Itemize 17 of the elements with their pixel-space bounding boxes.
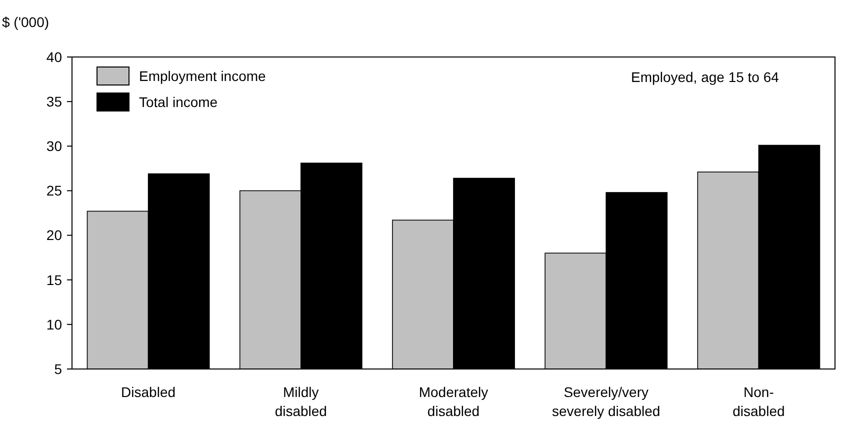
y-tick-label: 40 <box>46 48 62 65</box>
y-tick-label: 35 <box>46 93 62 110</box>
y-tick-label: 30 <box>46 138 62 154</box>
x-tick-label: Non-disabled <box>732 384 785 419</box>
x-tick-label: Disabled <box>121 384 176 400</box>
y-tick-label: 10 <box>46 316 62 332</box>
y-tick-label: 15 <box>46 272 62 288</box>
x-tick-label: Mildly disabled <box>274 384 327 419</box>
y-tick-label: 25 <box>46 182 62 199</box>
y-tick-label: 20 <box>46 227 62 244</box>
y-tick-label: 5 <box>54 360 62 377</box>
annotation: Employed, age 15 to 64 <box>631 68 780 85</box>
x-tick-label: Moderately disabled <box>418 384 488 419</box>
y-axis-title: $ ('000) <box>2 14 50 30</box>
legend-label: Total income <box>139 94 218 110</box>
legend-label: Employment income <box>139 68 266 84</box>
x-tick-label: Severely/very severely disabled <box>552 384 660 419</box>
